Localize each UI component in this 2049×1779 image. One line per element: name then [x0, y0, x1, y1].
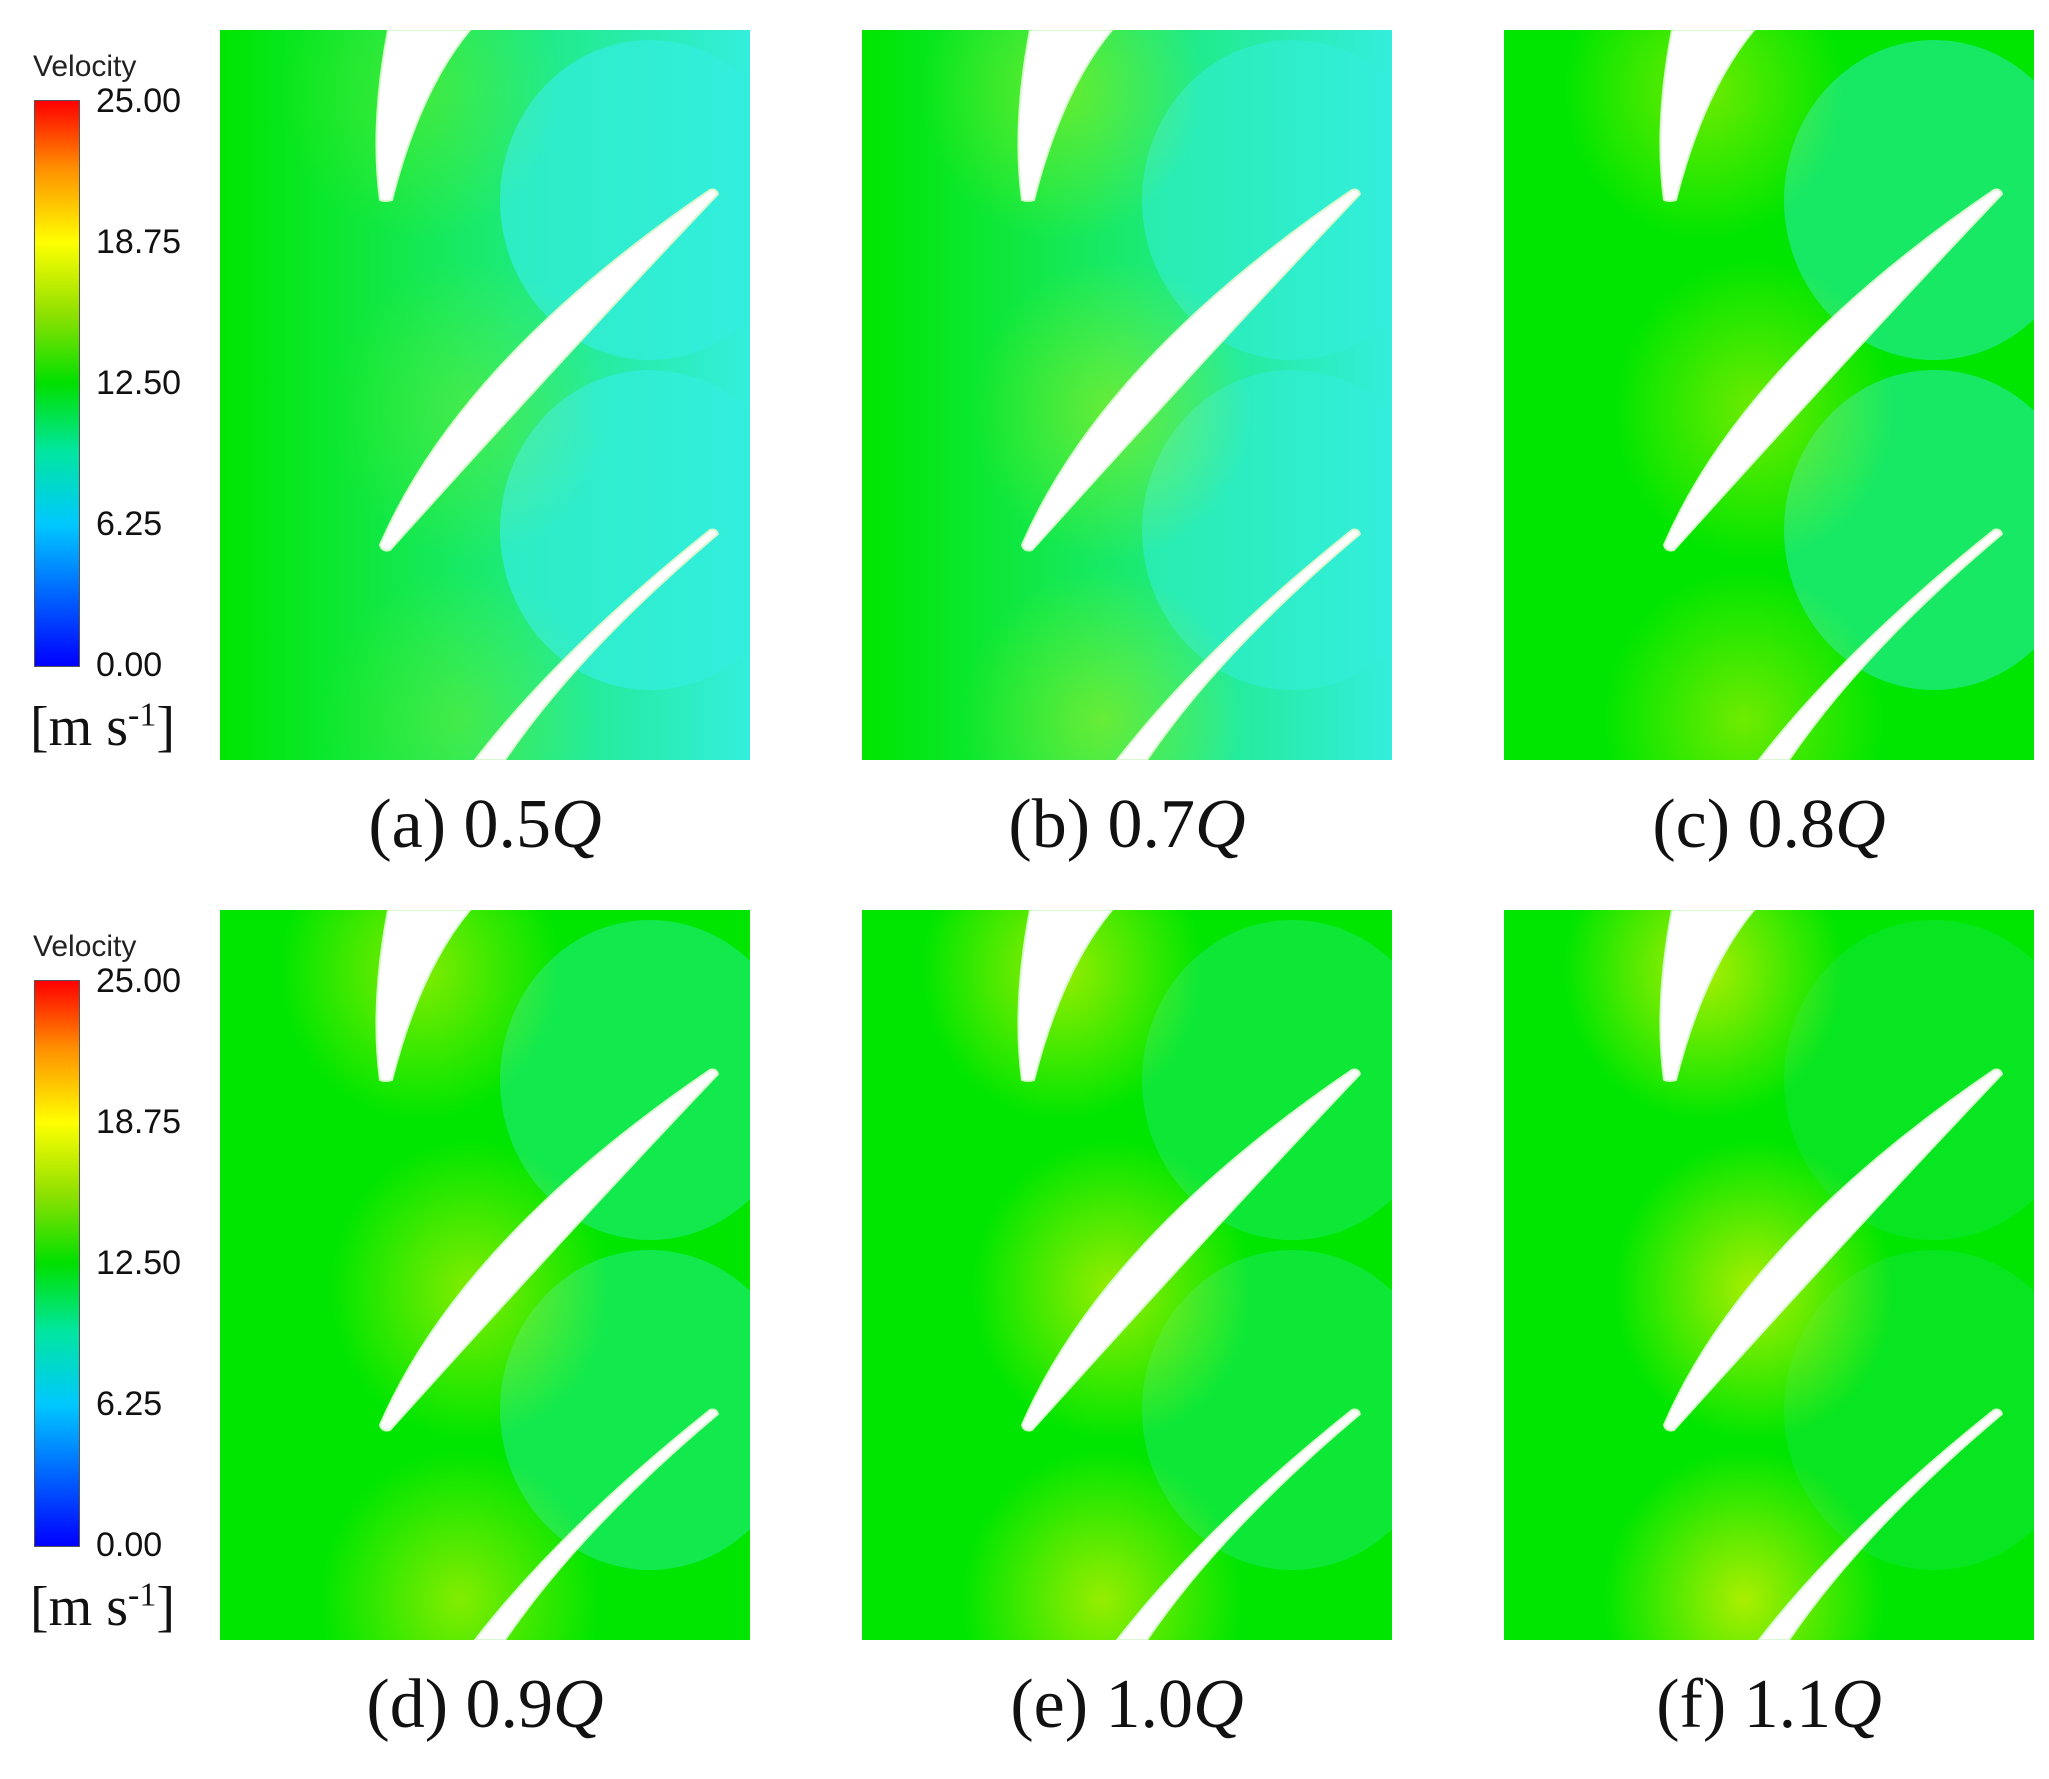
legend-tick-2: 18.75 — [96, 223, 182, 261]
blade-1 — [375, 910, 472, 1082]
low-velocity-region — [500, 40, 750, 360]
blade-1 — [375, 30, 472, 202]
legend-unit: [m s-1] — [30, 696, 175, 758]
legend-tick-max: 25.00 — [96, 82, 182, 120]
legend-tick-min: 0.00 — [96, 1526, 163, 1564]
caption-a: (a) 0.5Q — [368, 786, 602, 863]
blade-3 — [473, 528, 720, 760]
blade-3 — [1115, 528, 1362, 760]
caption-d: (d) 0.9Q — [366, 1666, 604, 1743]
contour-panel-a — [220, 30, 750, 760]
blade-2 — [1662, 188, 2004, 552]
contour-panel-c — [1504, 30, 2034, 760]
blade-2 — [1662, 1068, 2004, 1432]
high-velocity-region — [1564, 30, 1844, 240]
blade-2 — [1020, 188, 1362, 552]
blade-3 — [1115, 1408, 1362, 1640]
legend-tick-4: 6.25 — [96, 1385, 163, 1423]
blade-3 — [1757, 1408, 2004, 1640]
caption-c: (c) 0.8Q — [1652, 786, 1886, 863]
high-velocity-region — [922, 910, 1202, 1120]
contour-plot — [220, 30, 750, 760]
low-velocity-region — [1142, 920, 1392, 1240]
blade-3 — [1757, 528, 2004, 760]
contour-panel-b — [862, 30, 1392, 760]
contour-plot — [862, 910, 1392, 1640]
legend-tick-4: 6.25 — [96, 505, 163, 543]
low-velocity-region — [1142, 40, 1392, 360]
colorbar — [34, 100, 80, 667]
high-velocity-region — [280, 910, 560, 1120]
low-velocity-region — [500, 920, 750, 1240]
legend-tick-3: 12.50 — [96, 364, 182, 402]
legend-title: Velocity — [33, 50, 137, 83]
high-velocity-region — [922, 30, 1202, 240]
high-velocity-region — [280, 30, 560, 240]
blade-3 — [473, 1408, 720, 1640]
blade-2 — [1020, 1068, 1362, 1432]
contour-panel-d — [220, 910, 750, 1640]
legend-tick-max: 25.00 — [96, 962, 182, 1000]
velocity-legend-top: Velocity 25.00 18.75 12.50 6.25 0.00 [m … — [28, 30, 228, 770]
blade-2 — [378, 188, 720, 552]
low-velocity-region — [1784, 40, 2034, 360]
blade-2 — [378, 1068, 720, 1432]
contour-panel-f — [1504, 910, 2034, 1640]
caption-f: (f) 1.1Q — [1656, 1666, 1882, 1743]
velocity-legend-bottom: Velocity 25.00 18.75 12.50 6.25 0.00 [m … — [28, 910, 228, 1650]
colorbar — [34, 980, 80, 1547]
contour-panel-e — [862, 910, 1392, 1640]
legend-tick-3: 12.50 — [96, 1244, 182, 1282]
legend-unit: [m s-1] — [30, 1576, 175, 1638]
blade-1 — [1659, 30, 1756, 202]
contour-plot — [862, 30, 1392, 760]
caption-e: (e) 1.0Q — [1010, 1666, 1244, 1743]
blade-1 — [1017, 30, 1114, 202]
legend-tick-2: 18.75 — [96, 1103, 182, 1141]
blade-1 — [1017, 910, 1114, 1082]
high-velocity-region — [1564, 910, 1844, 1120]
legend-title: Velocity — [33, 930, 137, 963]
contour-plot — [220, 910, 750, 1640]
caption-b: (b) 0.7Q — [1008, 786, 1246, 863]
low-velocity-region — [1784, 920, 2034, 1240]
blade-1 — [1659, 910, 1756, 1082]
contour-plot — [1504, 910, 2034, 1640]
legend-tick-min: 0.00 — [96, 646, 163, 684]
contour-plot — [1504, 30, 2034, 760]
